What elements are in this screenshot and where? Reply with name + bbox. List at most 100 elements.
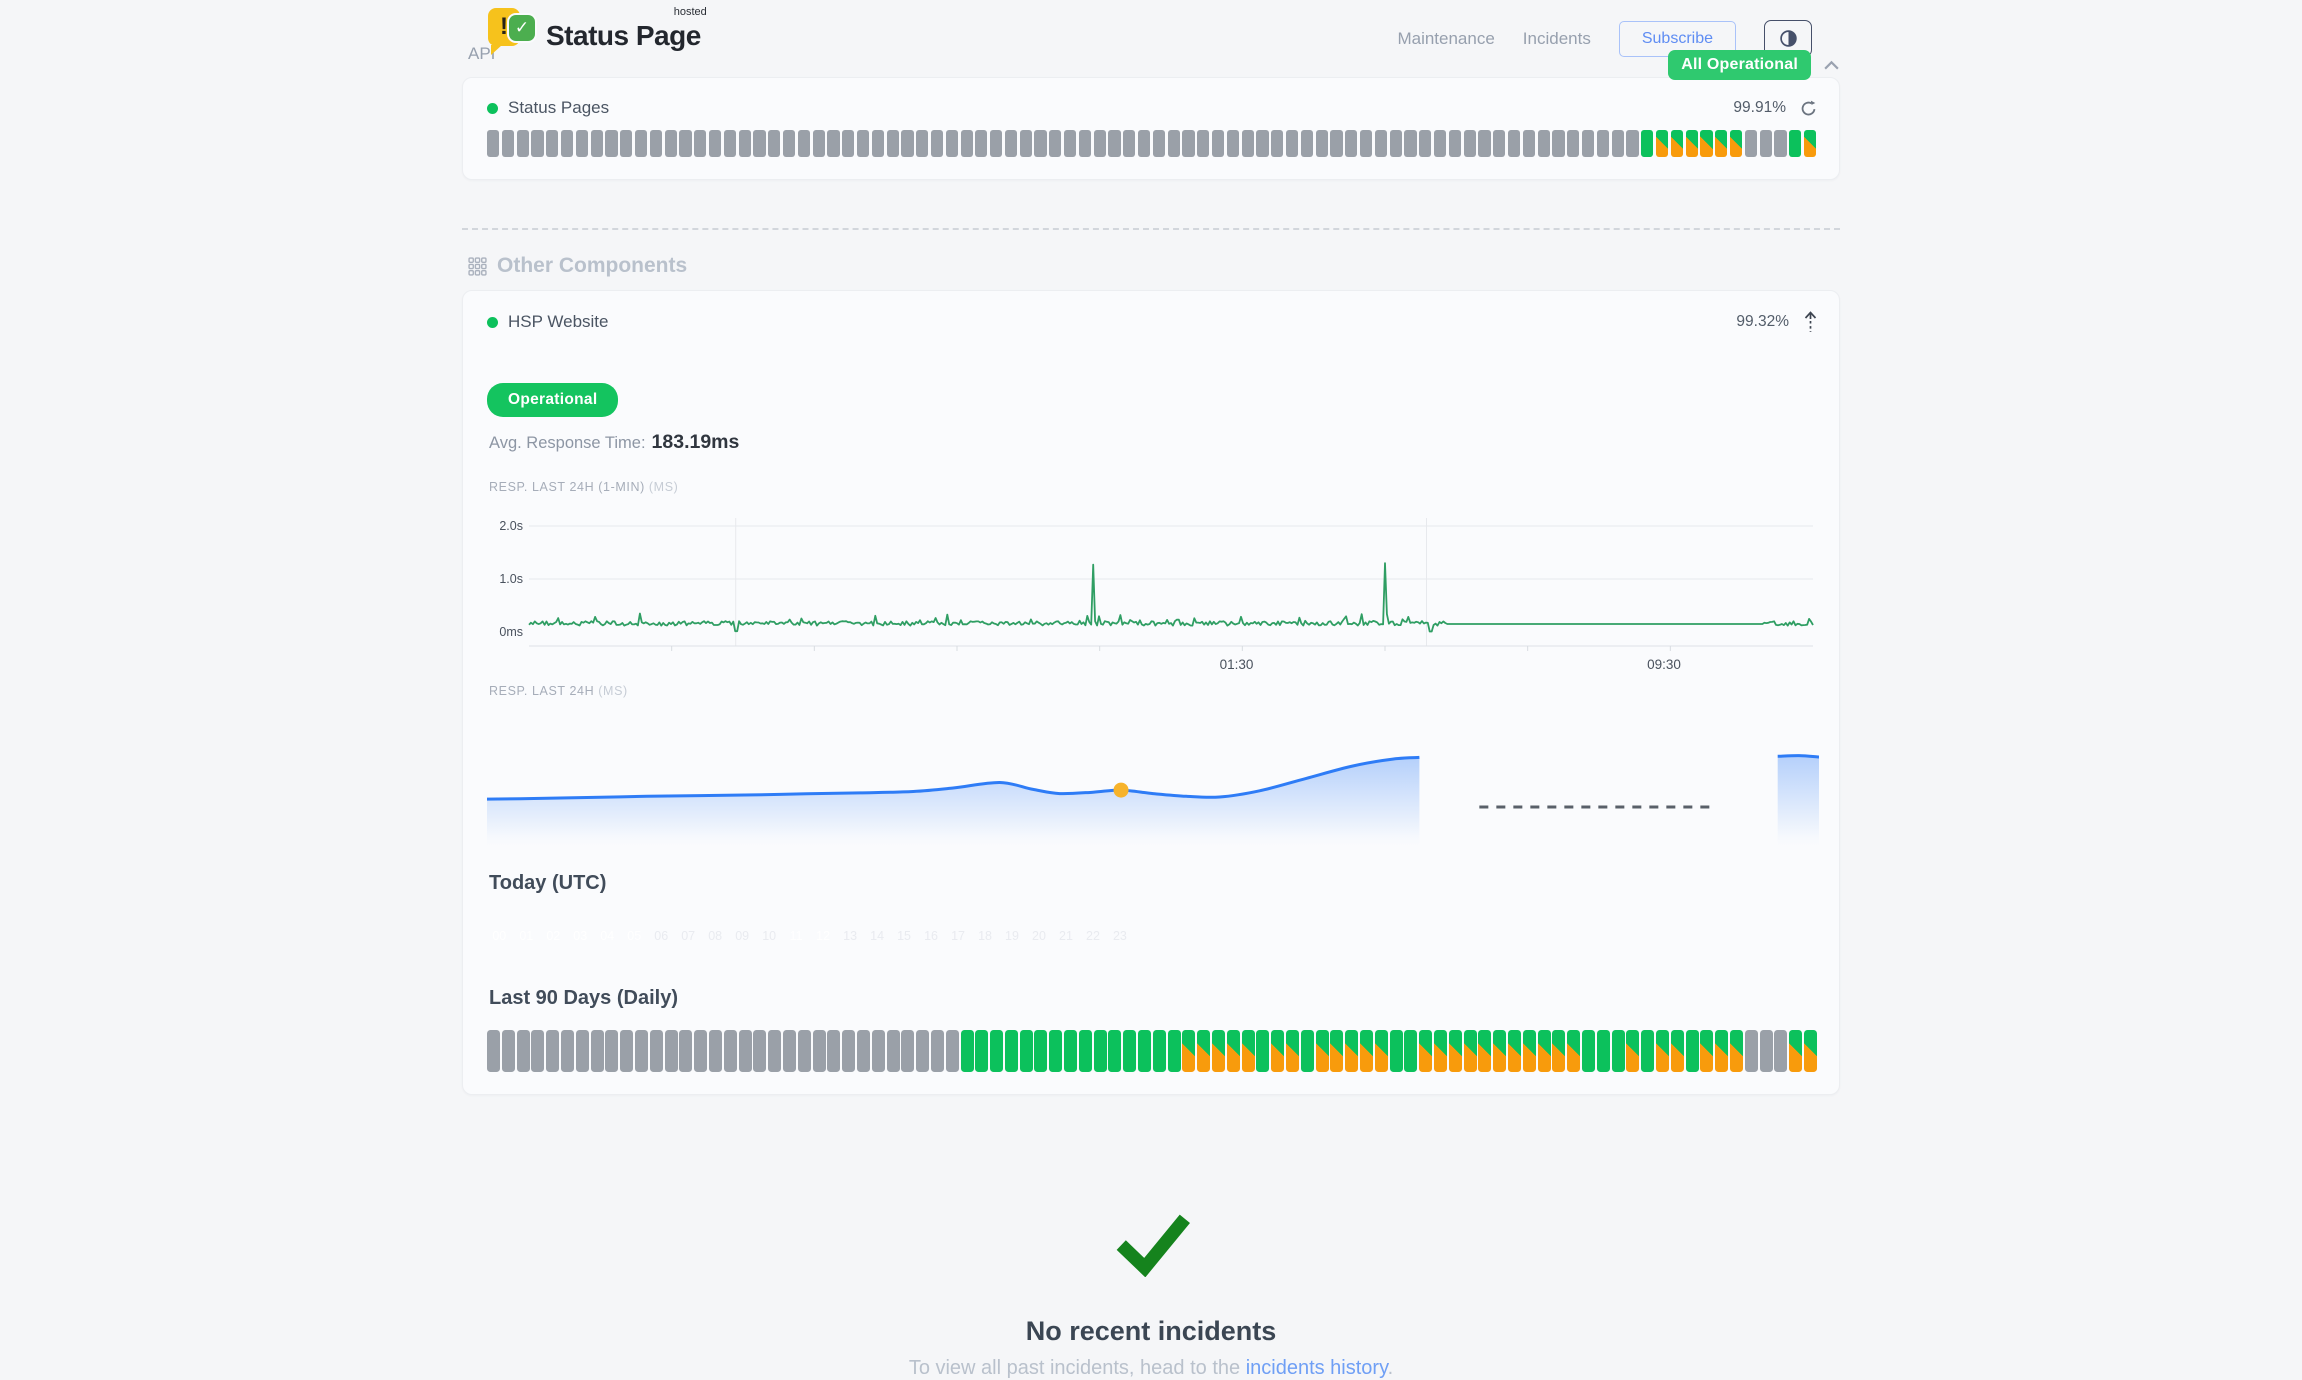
day-cell[interactable] bbox=[975, 1030, 989, 1072]
day-cell[interactable] bbox=[1448, 1030, 1462, 1072]
uptime-cell[interactable] bbox=[812, 130, 825, 157]
uptime-cell[interactable] bbox=[1212, 130, 1225, 157]
day-cell[interactable] bbox=[1034, 1030, 1048, 1072]
day-cell[interactable] bbox=[1641, 1030, 1655, 1072]
hour-cell[interactable]: 08 bbox=[708, 929, 723, 943]
day-cell[interactable] bbox=[827, 1030, 841, 1072]
uptime-cell[interactable] bbox=[1478, 130, 1491, 157]
day-cell[interactable] bbox=[723, 1030, 737, 1072]
day-cell[interactable] bbox=[1093, 1030, 1107, 1072]
day-cell[interactable] bbox=[812, 1030, 826, 1072]
hour-cell[interactable]: 12 bbox=[816, 929, 831, 943]
uptime-cell[interactable] bbox=[1670, 130, 1683, 157]
day-cell[interactable] bbox=[1581, 1030, 1595, 1072]
uptime-cell[interactable] bbox=[1507, 130, 1521, 157]
day-cell[interactable] bbox=[516, 1030, 530, 1072]
day-cell[interactable] bbox=[501, 1030, 515, 1072]
uptime-cell[interactable] bbox=[1049, 130, 1062, 157]
day-cell[interactable] bbox=[664, 1030, 678, 1072]
day-cell[interactable] bbox=[708, 1030, 722, 1072]
uptime-cell[interactable] bbox=[1522, 130, 1535, 157]
day-cell[interactable] bbox=[1019, 1030, 1033, 1072]
uptime-cell[interactable] bbox=[1167, 130, 1180, 157]
hour-cell[interactable]: 22 bbox=[1086, 929, 1100, 943]
uptime-cell[interactable] bbox=[1197, 130, 1210, 157]
day-cell[interactable] bbox=[1434, 1030, 1447, 1072]
day-cell[interactable] bbox=[1064, 1030, 1078, 1072]
uptime-cell[interactable] bbox=[1108, 130, 1121, 157]
uptime-cell[interactable] bbox=[1078, 130, 1092, 157]
day-cell[interactable] bbox=[1315, 1030, 1329, 1072]
uptime-cell[interactable] bbox=[560, 130, 574, 157]
hour-cell[interactable]: 05 bbox=[627, 929, 642, 943]
uptime-cell[interactable] bbox=[487, 130, 500, 157]
day-cell[interactable] bbox=[1567, 1030, 1581, 1072]
uptime-cell[interactable] bbox=[1803, 130, 1817, 157]
day-cell[interactable] bbox=[1078, 1030, 1092, 1072]
chevron-up-icon[interactable] bbox=[1823, 60, 1840, 71]
uptime-cell[interactable] bbox=[546, 130, 559, 157]
overall-status-badge[interactable]: All Operational bbox=[1668, 50, 1811, 80]
hour-cell[interactable]: 17 bbox=[951, 929, 965, 943]
response-time-area-chart[interactable] bbox=[487, 708, 1819, 846]
uptime-cell[interactable] bbox=[1093, 130, 1106, 157]
uptime-cell[interactable] bbox=[1596, 130, 1609, 157]
day-cell[interactable] bbox=[886, 1030, 900, 1072]
uptime-cell[interactable] bbox=[990, 130, 1003, 157]
day-cell[interactable] bbox=[1729, 1030, 1743, 1072]
uptime-cell[interactable] bbox=[1641, 130, 1654, 157]
day-cell[interactable] bbox=[1271, 1030, 1285, 1072]
hour-cell[interactable]: 16 bbox=[924, 929, 938, 943]
uptime-cell[interactable] bbox=[1715, 130, 1728, 157]
day-cell[interactable] bbox=[1330, 1030, 1344, 1072]
response-time-line-chart[interactable]: 2.0s 1.0s 0ms 01:30 09:30 bbox=[487, 506, 1819, 678]
hour-cell[interactable]: 21 bbox=[1059, 929, 1073, 943]
hour-cell[interactable]: 19 bbox=[1005, 929, 1019, 943]
day-cell[interactable] bbox=[1197, 1030, 1211, 1072]
day-cell[interactable] bbox=[1419, 1030, 1433, 1072]
day-cell[interactable] bbox=[1774, 1030, 1788, 1072]
uptime-cell[interactable] bbox=[827, 130, 840, 157]
uptime-cell[interactable] bbox=[1004, 130, 1018, 157]
uptime-cell[interactable] bbox=[753, 130, 766, 157]
uptime-cell[interactable] bbox=[1152, 130, 1166, 157]
uptime-cell[interactable] bbox=[1330, 130, 1343, 157]
uptime-cell[interactable] bbox=[1434, 130, 1447, 157]
day-cell[interactable] bbox=[1507, 1030, 1521, 1072]
brand-logo[interactable]: ! ✓ hosted Status Page bbox=[488, 6, 707, 55]
hour-cell[interactable]: 14 bbox=[870, 929, 885, 943]
hour-cell[interactable]: 01 bbox=[519, 929, 534, 943]
uptime-cell[interactable] bbox=[1759, 130, 1772, 157]
day-cell[interactable] bbox=[546, 1030, 560, 1072]
day-cell[interactable] bbox=[1626, 1030, 1640, 1072]
uptime-cell[interactable] bbox=[768, 130, 781, 157]
uptime-cell[interactable] bbox=[1404, 130, 1417, 157]
day-cell[interactable] bbox=[649, 1030, 663, 1072]
day-cell[interactable] bbox=[871, 1030, 885, 1072]
uptime-cell[interactable] bbox=[1626, 130, 1639, 157]
uptime-cell[interactable] bbox=[1345, 130, 1358, 157]
hour-cell[interactable]: 00 bbox=[492, 929, 507, 943]
day-cell[interactable] bbox=[960, 1030, 974, 1072]
uptime-cell[interactable] bbox=[1700, 130, 1713, 157]
day-cell[interactable] bbox=[531, 1030, 545, 1072]
hour-cell[interactable]: 10 bbox=[762, 929, 777, 943]
uptime-cell[interactable] bbox=[1226, 130, 1240, 157]
day-cell[interactable] bbox=[1744, 1030, 1758, 1072]
day-cell[interactable] bbox=[1759, 1030, 1773, 1072]
uptime-cell[interactable] bbox=[1448, 130, 1461, 157]
day-cell[interactable] bbox=[738, 1030, 752, 1072]
day-cell[interactable] bbox=[782, 1030, 796, 1072]
day-cell[interactable] bbox=[1212, 1030, 1226, 1072]
uptime-cell[interactable] bbox=[1064, 130, 1077, 157]
day-cell[interactable] bbox=[1537, 1030, 1551, 1072]
day-cell[interactable] bbox=[1803, 1030, 1817, 1072]
day-cell[interactable] bbox=[930, 1030, 944, 1072]
day-cell[interactable] bbox=[1123, 1030, 1137, 1072]
uptime-cell[interactable] bbox=[1271, 130, 1284, 157]
day-cell[interactable] bbox=[1522, 1030, 1536, 1072]
day-cell[interactable] bbox=[1182, 1030, 1196, 1072]
day-cell[interactable] bbox=[1049, 1030, 1063, 1072]
day-cell[interactable] bbox=[487, 1030, 500, 1072]
day-cell[interactable] bbox=[679, 1030, 693, 1072]
